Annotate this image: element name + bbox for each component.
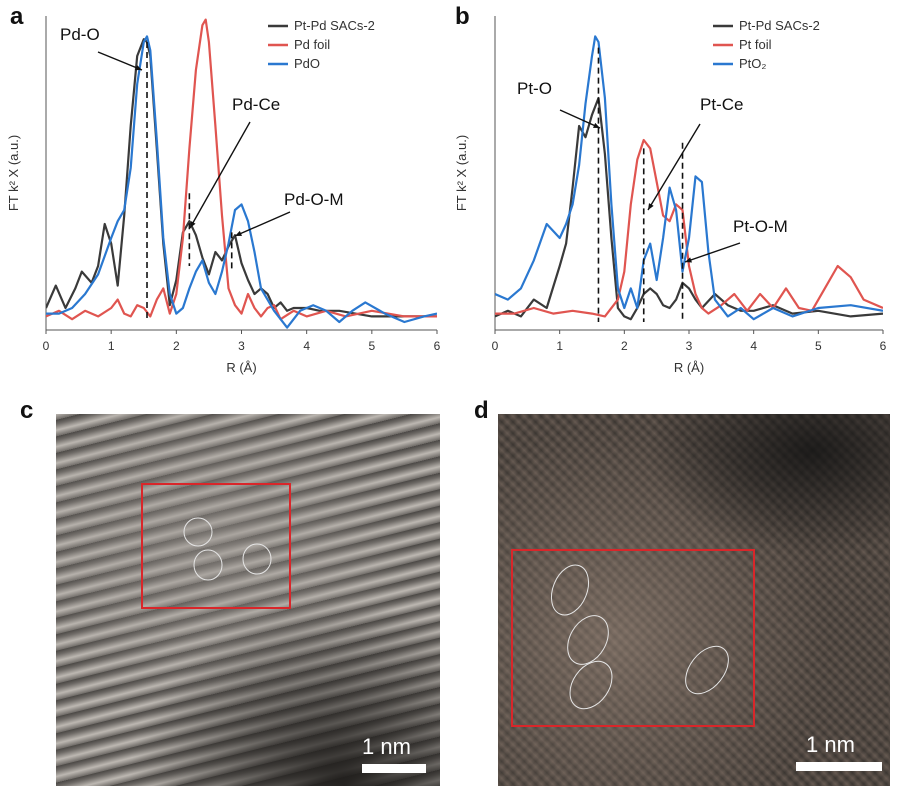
legend-label: PtO₂ <box>739 56 766 71</box>
annotation-arrow <box>97 51 143 71</box>
chart-panel-b: b 0 1 2 3 4 5 6 R (Å) FT k² X (a.u.) Pt-Pd SACs-2 P… <box>454 3 887 375</box>
haadf-image-d: 1 nm <box>498 414 890 786</box>
highlight-box <box>141 483 291 609</box>
x-tick-label: 2 <box>173 339 180 353</box>
x-axis-label: R (Å) <box>674 360 704 375</box>
series-line <box>46 35 437 329</box>
highlight-box <box>511 549 755 727</box>
x-tick-label: 0 <box>43 339 50 353</box>
x-tick-label: 4 <box>303 339 310 353</box>
single-atom-circle <box>183 517 213 547</box>
annotation-label: Pd-O-M <box>284 190 344 209</box>
scale-bar <box>362 764 426 773</box>
x-tick-label: 6 <box>434 339 441 353</box>
legend-label: Pt-Pd SACs-2 <box>739 18 820 33</box>
single-atom-circle <box>242 543 272 575</box>
legend-label: Pt-Pd SACs-2 <box>294 18 375 33</box>
legend-label: Pt foil <box>739 37 772 52</box>
annotation-arrow <box>234 211 291 237</box>
scale-label: 1 nm <box>806 732 855 757</box>
arrow-head <box>235 230 242 236</box>
series-line <box>495 96 883 321</box>
x-axis-label: R (Å) <box>226 360 256 375</box>
x-tick-label: 3 <box>686 339 693 353</box>
scale-label: 1 nm <box>362 734 411 759</box>
x-tick-label: 4 <box>750 339 757 353</box>
legend-label: Pd foil <box>294 37 330 52</box>
annotation-label: Pt-Ce <box>700 95 743 114</box>
arrow-head <box>190 221 196 228</box>
series-line <box>495 138 883 318</box>
panel-letter: a <box>10 3 24 30</box>
arrow-head <box>685 257 692 263</box>
series-line <box>46 18 437 321</box>
y-axis-label: FT k² X (a.u.) <box>6 135 21 211</box>
single-atom-circle <box>685 645 729 695</box>
haadf-image-c: 1 nm <box>56 414 440 786</box>
annotation-arrow <box>684 242 741 263</box>
annotation-arrow <box>647 123 701 211</box>
x-tick-label: 1 <box>108 339 115 353</box>
haadf-overlay-d <box>511 549 755 727</box>
x-tick-label: 6 <box>880 339 887 353</box>
series-line <box>495 35 883 321</box>
scale-bar <box>796 762 882 771</box>
arrow-head <box>593 122 600 128</box>
annotation-label: Pt-O-M <box>733 217 788 236</box>
arrow-head <box>135 65 142 71</box>
x-tick-label: 5 <box>815 339 822 353</box>
x-tick-label: 1 <box>556 339 563 353</box>
x-tick-label: 3 <box>238 339 245 353</box>
annotation-label: Pt-O <box>517 79 552 98</box>
annotation-label: Pd-O <box>60 25 100 44</box>
single-atom-circle <box>569 660 613 710</box>
x-tick-label: 2 <box>621 339 628 353</box>
annotation-arrow <box>189 121 251 229</box>
legend-label: PdO <box>294 56 320 71</box>
single-atom-circle <box>567 615 609 665</box>
panel-letter: b <box>455 3 470 30</box>
arrow-head <box>648 203 654 210</box>
panel-letter-d: d <box>474 397 489 424</box>
annotation-label: Pd-Ce <box>232 95 280 114</box>
chart-panel-a: a 0 1 2 3 4 5 6 R (Å) FT k² X (a.u.) Pt-Pd SACs-2 P… <box>6 3 441 375</box>
single-atom-circle <box>550 564 590 616</box>
panel-letter-c: c <box>20 397 33 424</box>
x-tick-label: 0 <box>492 339 499 353</box>
annotation-arrow <box>559 109 601 129</box>
x-tick-label: 5 <box>368 339 375 353</box>
single-atom-circle <box>193 549 223 581</box>
series-line <box>46 38 437 318</box>
y-axis-label: FT k² X (a.u.) <box>454 135 469 211</box>
haadf-overlay-c <box>141 483 291 609</box>
